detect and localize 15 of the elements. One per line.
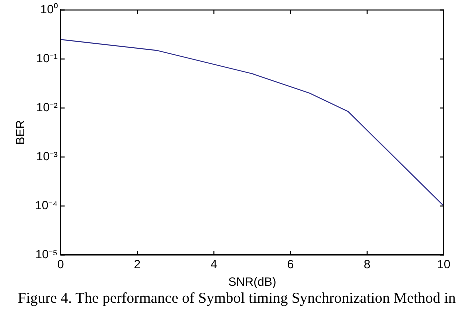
x-axis-title: SNR(dB): [228, 275, 276, 290]
y-tick-label: 10⁻²: [36, 100, 58, 115]
x-tick-label: 4: [210, 258, 218, 272]
caption: Figure 4. The performance of Symbol timing Synchronization Method in: [17, 290, 457, 308]
x-tick-label: 8: [364, 258, 372, 272]
y-tick-label: 10⁰: [40, 2, 58, 17]
y-axis-title: BER: [14, 120, 28, 146]
x-tick-label: 6: [287, 258, 294, 272]
y-tick-label: 10⁻³: [36, 150, 58, 164]
y-tick-label: 10⁻¹: [36, 52, 58, 66]
x-tick-label: 2: [134, 258, 142, 272]
y-tick-label: 10⁻⁵: [36, 248, 58, 262]
x-tick-label: 0: [58, 258, 65, 272]
y-tick-label: 10⁻⁴: [35, 198, 58, 213]
x-tick-label: 10: [437, 258, 451, 272]
